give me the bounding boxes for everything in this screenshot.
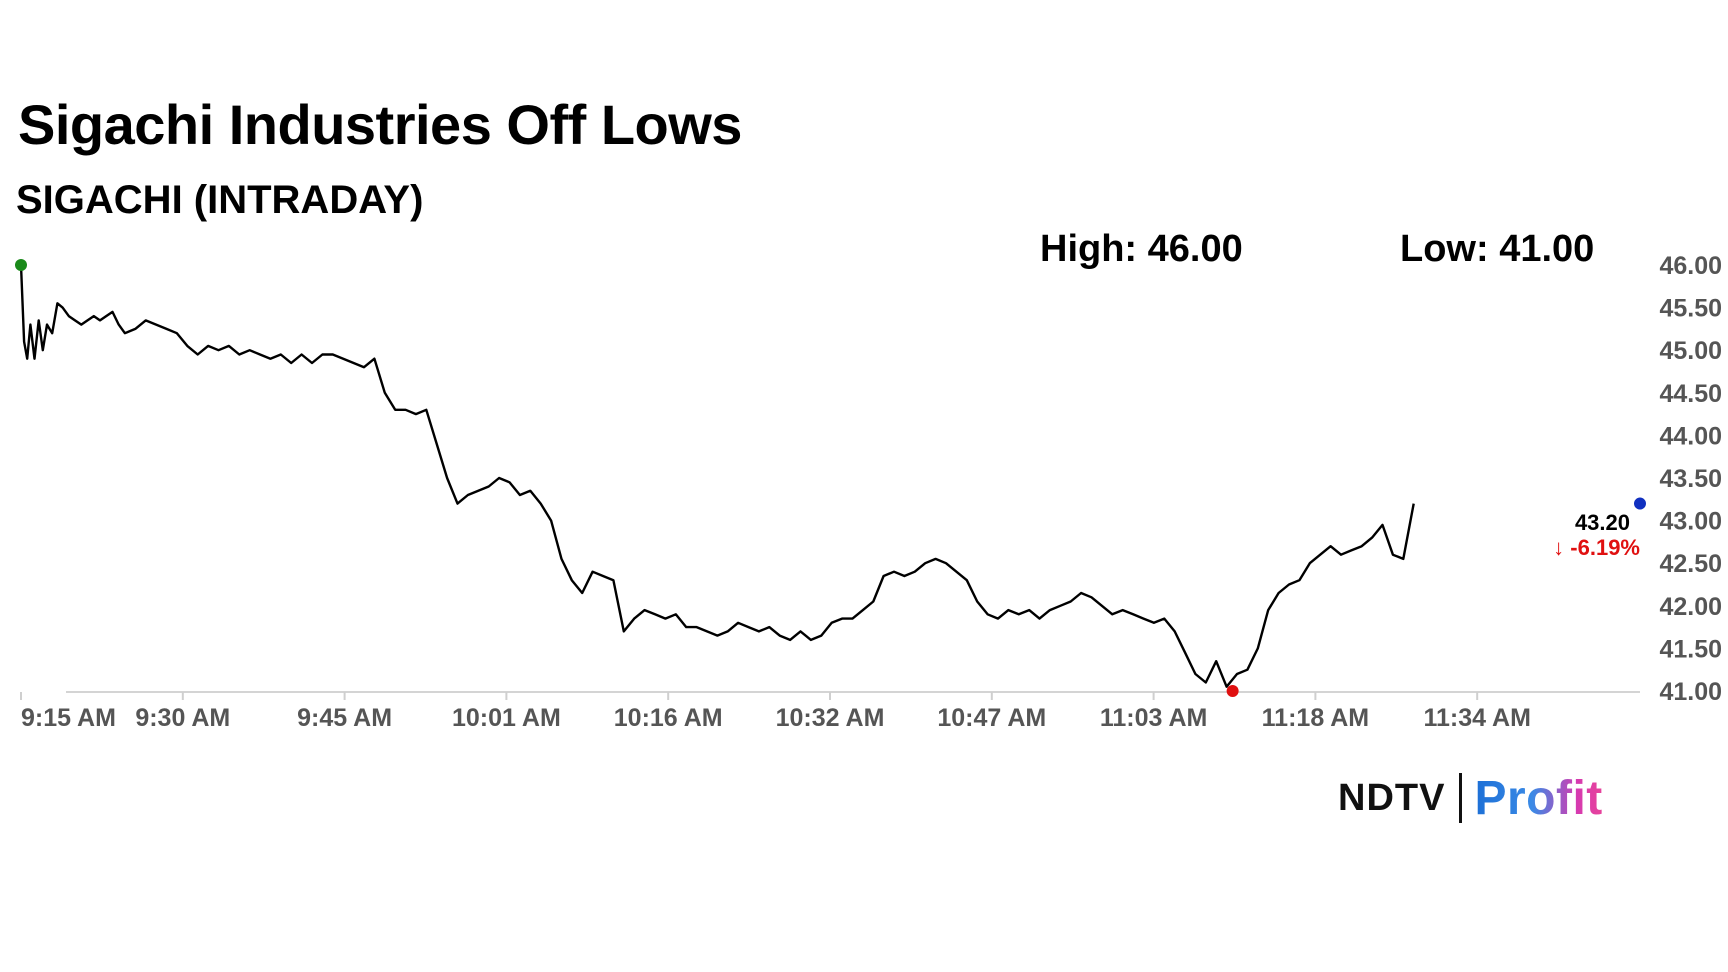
- x-tick-label: 9:45 AM: [297, 704, 392, 732]
- y-tick-label: 41.50: [1659, 635, 1722, 663]
- y-tick-label: 42.50: [1659, 550, 1722, 578]
- y-tick-label: 41.00: [1659, 678, 1722, 706]
- high-marker: [15, 259, 27, 271]
- x-tick-label: 9:30 AM: [135, 704, 230, 732]
- x-tick-label: 11:34 AM: [1423, 704, 1530, 732]
- y-tick-label: 44.50: [1659, 380, 1722, 408]
- x-tick-label: 10:01 AM: [452, 704, 561, 732]
- x-tick-label: 10:47 AM: [937, 704, 1046, 732]
- last-change-label: ↓ -6.19%: [1553, 535, 1640, 560]
- x-tick-label: 11:18 AM: [1262, 704, 1369, 732]
- x-tick-label: 11:03 AM: [1100, 704, 1207, 732]
- y-tick-label: 43.00: [1659, 508, 1722, 536]
- brand-logo: NDTV Profit: [1338, 770, 1603, 826]
- y-tick-label: 42.00: [1659, 593, 1722, 621]
- brand-separator: [1459, 773, 1463, 823]
- chart-subtitle: SIGACHI (INTRADAY): [16, 178, 424, 222]
- profit-logo-text: Profit: [1474, 771, 1603, 825]
- chart-title: Sigachi Industries Off Lows: [18, 93, 742, 156]
- x-tick-label: 10:32 AM: [776, 704, 885, 732]
- ndtv-logo-text: NDTV: [1338, 776, 1446, 819]
- low-marker: [1226, 685, 1239, 697]
- high-stat: High: 46.00: [1040, 228, 1243, 270]
- low-stat: Low: 41.00: [1400, 228, 1595, 270]
- y-tick-label: 45.50: [1659, 295, 1722, 323]
- x-tick-label: 10:16 AM: [614, 704, 723, 732]
- y-tick-label: 46.00: [1659, 252, 1722, 280]
- last-price-label: 43.20: [1575, 510, 1630, 535]
- last-price-marker: [1634, 497, 1646, 510]
- y-tick-label: 44.00: [1659, 422, 1722, 450]
- y-tick-label: 45.00: [1659, 337, 1722, 365]
- y-tick-label: 43.50: [1659, 465, 1722, 493]
- price-series-line: [19, 264, 1415, 688]
- x-tick-label: 9:15 AM: [21, 704, 116, 732]
